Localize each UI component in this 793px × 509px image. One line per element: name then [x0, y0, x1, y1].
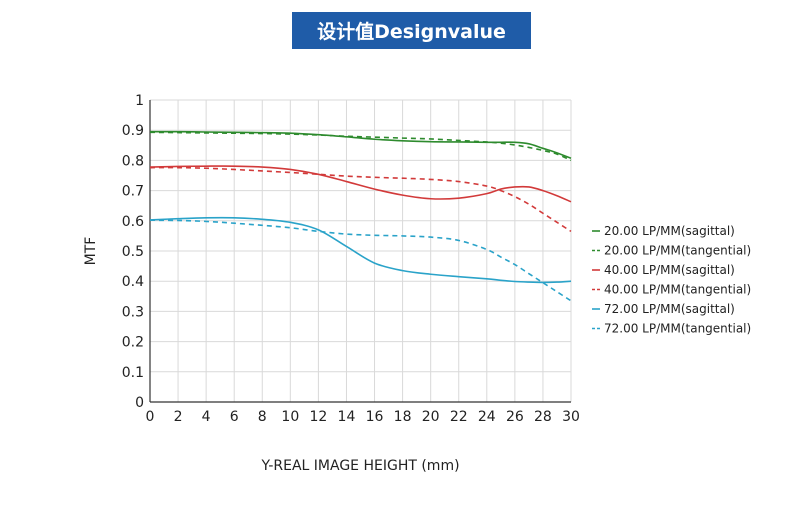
- x-tick-label: 26: [506, 409, 524, 425]
- y-tick-label: 1: [135, 93, 144, 109]
- series-line-4: [149, 166, 572, 233]
- x-tick-label: 2: [174, 409, 183, 425]
- legend-label: 40.00 LP/MM(sagittal): [604, 263, 735, 277]
- legend-label: 20.00 LP/MM(tangential): [604, 244, 751, 258]
- x-tick-label: 4: [202, 409, 211, 425]
- series-line-2: [149, 131, 572, 162]
- y-tick-label: 0.7: [122, 184, 144, 200]
- series-line-6: [149, 219, 572, 302]
- y-tick-label: 0.9: [122, 123, 144, 139]
- x-tick-label: 16: [366, 409, 384, 425]
- x-tick-label: 18: [394, 409, 412, 425]
- x-tick-label: 20: [422, 409, 440, 425]
- y-tick-label: 0.8: [122, 153, 144, 169]
- x-tick-label: 10: [281, 409, 299, 425]
- legend-label: 40.00 LP/MM(tangential): [604, 283, 751, 297]
- y-tick-label: 0.6: [122, 214, 144, 230]
- legend-label: 72.00 LP/MM(tangential): [604, 322, 751, 336]
- y-tick-label: 0.3: [122, 304, 144, 320]
- x-tick-label: 12: [309, 409, 327, 425]
- chart-title-banner: 设计值Designvalue: [292, 12, 531, 49]
- series-line-5: [149, 216, 572, 284]
- y-tick-label: 0.4: [122, 274, 144, 290]
- legend-label: 20.00 LP/MM(sagittal): [604, 224, 735, 238]
- x-tick-label: 30: [562, 409, 580, 425]
- y-tick-label: 0.2: [122, 335, 144, 351]
- y-tick-label: 0: [135, 395, 144, 411]
- x-tick-label: 14: [338, 409, 356, 425]
- chart-title: 设计值Designvalue: [317, 21, 506, 43]
- series-line-1: [149, 130, 572, 160]
- x-tick-label: 8: [258, 409, 267, 425]
- y-axis-title: MTF: [83, 237, 99, 266]
- y-tick-label: 0.5: [122, 244, 144, 260]
- y-tick-label: 0.1: [122, 365, 144, 381]
- series-line-3: [149, 165, 572, 203]
- x-tick-label: 6: [230, 409, 239, 425]
- x-tick-label: 0: [146, 409, 155, 425]
- legend-label: 72.00 LP/MM(sagittal): [604, 302, 735, 316]
- x-tick-label: 24: [478, 409, 496, 425]
- x-axis-title: Y-REAL IMAGE HEIGHT (mm): [260, 458, 459, 474]
- x-tick-label: 28: [534, 409, 552, 425]
- x-tick-label: 22: [450, 409, 468, 425]
